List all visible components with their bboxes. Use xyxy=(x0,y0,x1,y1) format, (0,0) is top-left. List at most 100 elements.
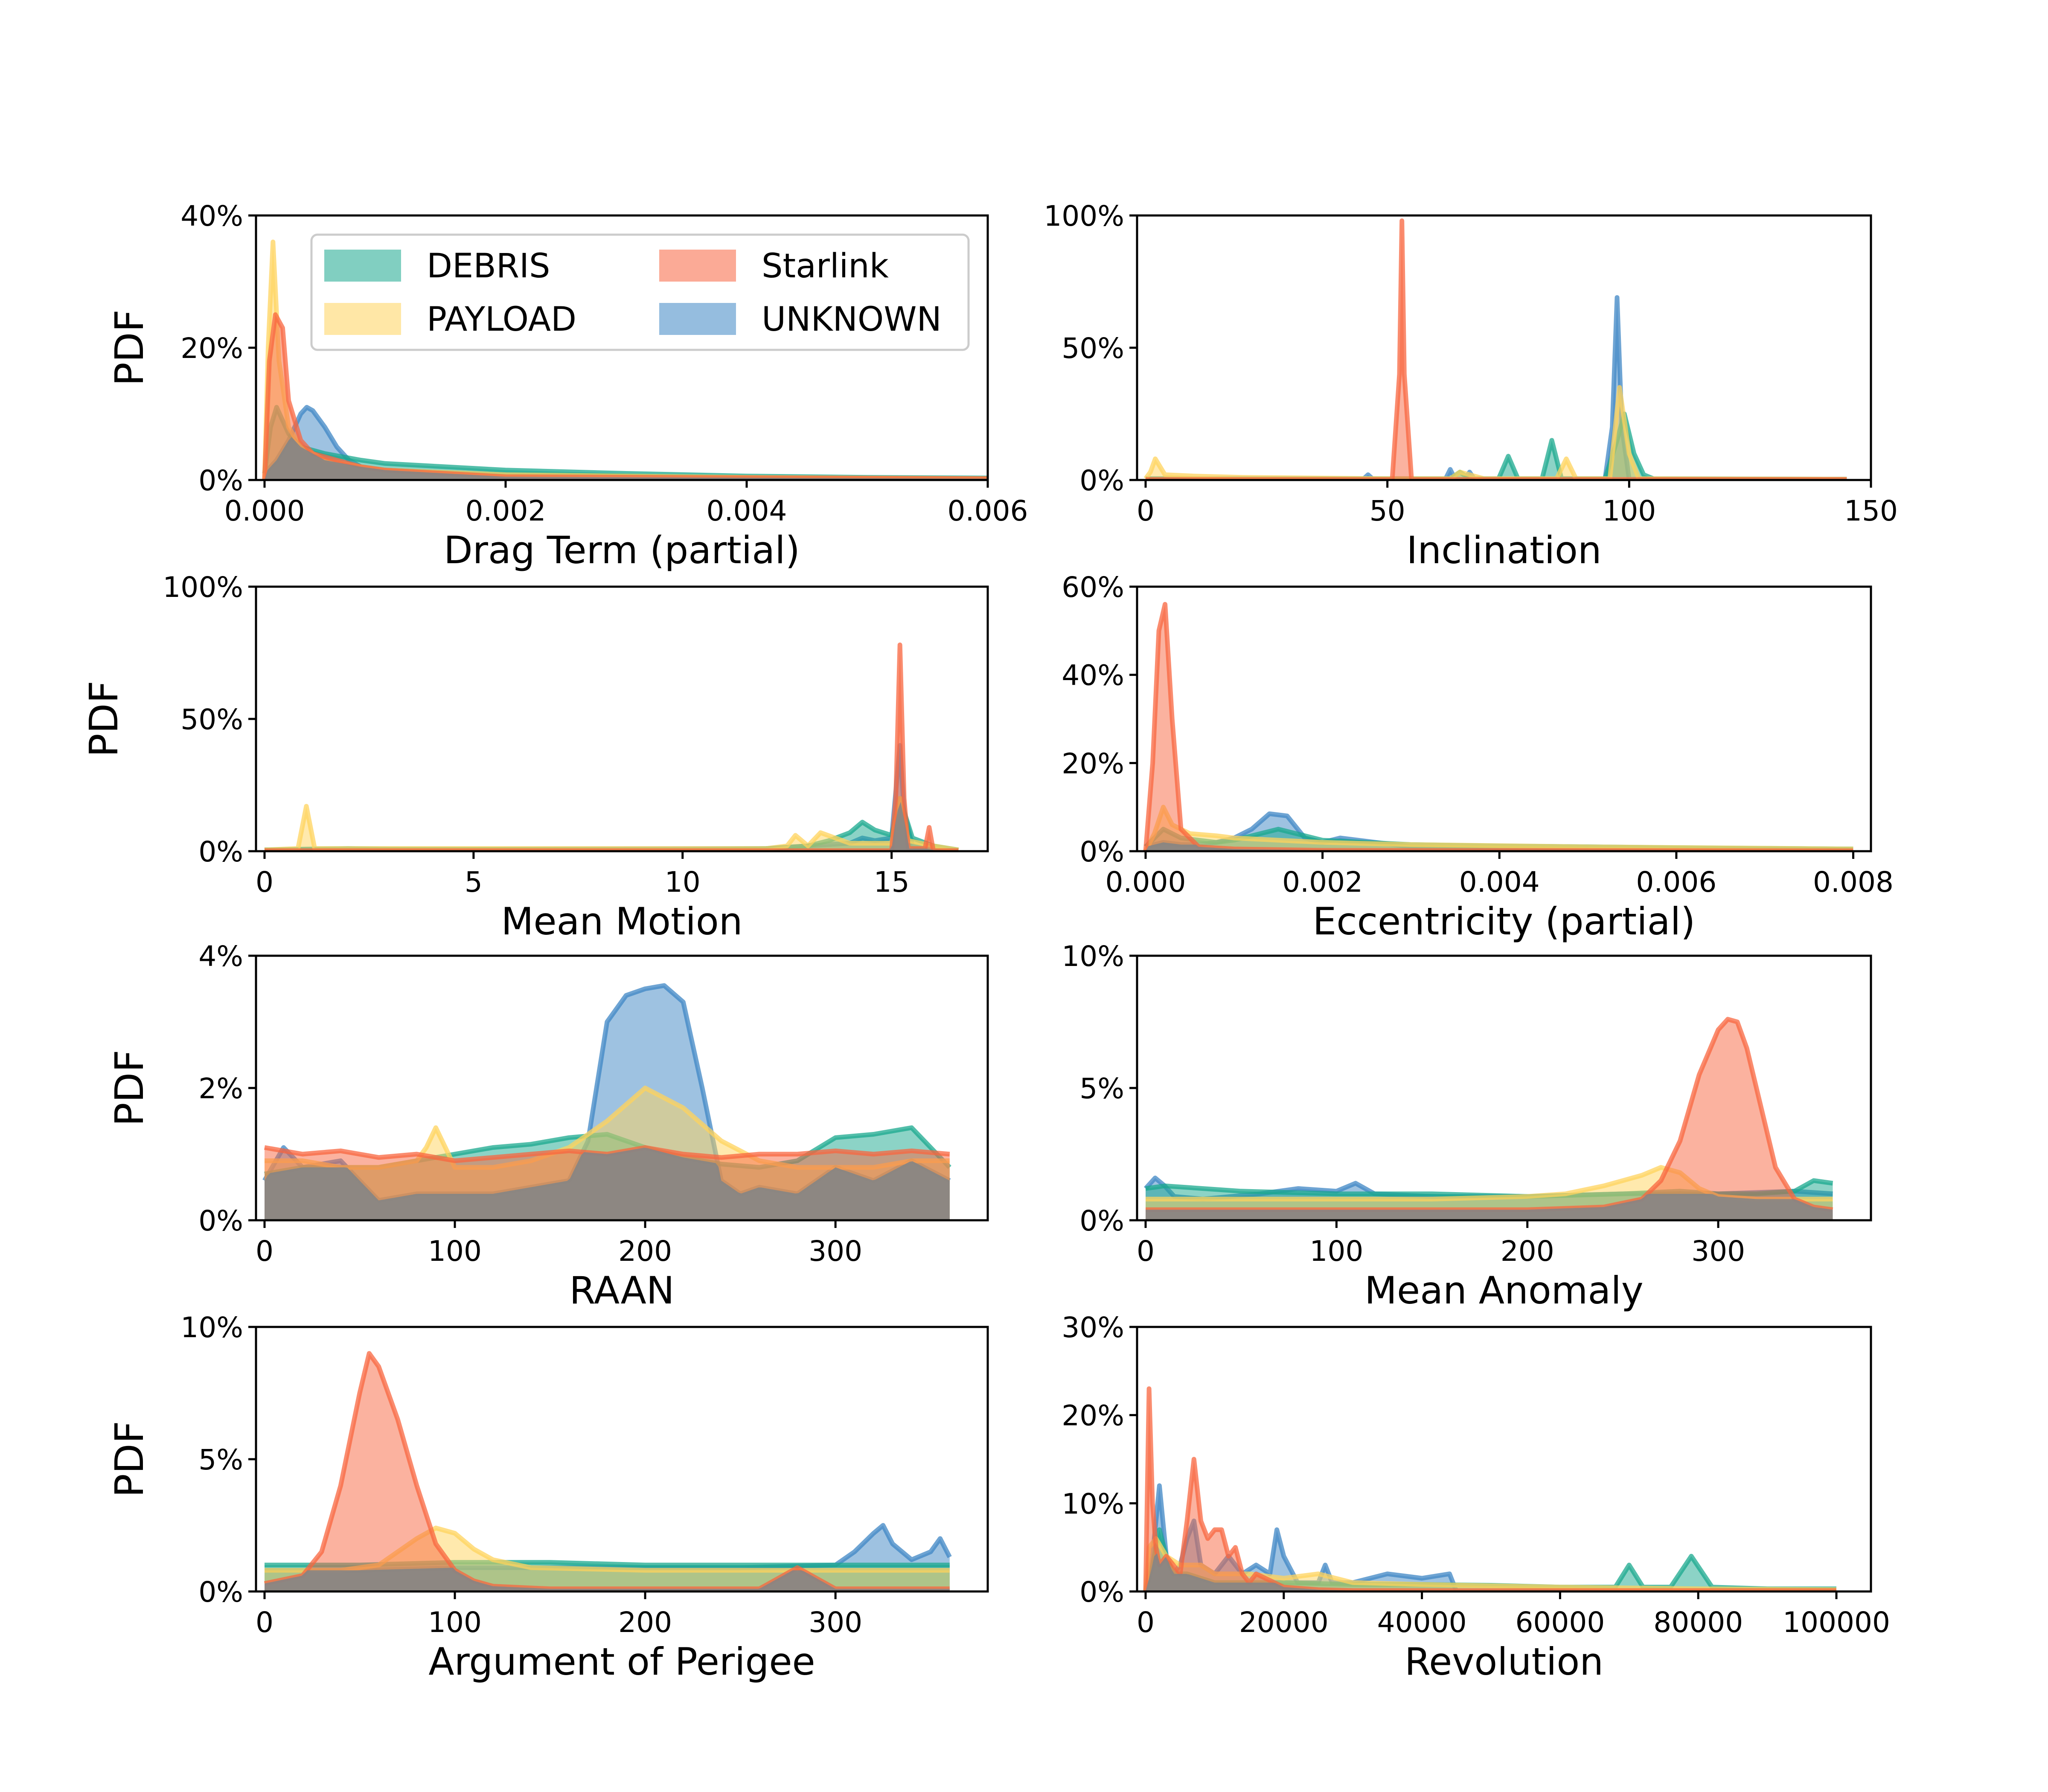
x-tick-label: 100 xyxy=(1309,1235,1363,1268)
legend: DEBRIS PAYLOAD Starlink UNKNOWN xyxy=(310,233,970,351)
subplot-5: 0% 2% 4% 0 100 200 300 RAAN PDF xyxy=(107,940,989,1312)
axes-frame xyxy=(1136,585,1872,852)
x-tick-label: 300 xyxy=(1691,1235,1745,1268)
x-tick-label: 0.000 xyxy=(1105,866,1186,899)
y-tick-label: 10% xyxy=(1062,940,1124,973)
series-line-starlink xyxy=(1146,218,1847,480)
x-axis-label: Mean Anomaly xyxy=(1364,1268,1644,1312)
x-tick-label: 100000 xyxy=(1783,1606,1890,1639)
series-area-starlink xyxy=(1146,604,1853,851)
series-line-starlink xyxy=(1143,1386,1836,1591)
series-line-debris xyxy=(1146,411,1847,480)
x-tick-label: 150 xyxy=(1844,495,1898,527)
x-tick-label: 200 xyxy=(618,1606,672,1639)
x-tick-label: 0 xyxy=(1137,1235,1155,1268)
x-tick-label: 0 xyxy=(256,1606,273,1639)
series-line-starlink xyxy=(265,642,959,851)
x-tick-label: 0.002 xyxy=(1282,866,1363,899)
overlap-area xyxy=(1146,1194,1833,1220)
x-tick-label: 60000 xyxy=(1515,1606,1605,1639)
plot-area xyxy=(264,642,959,851)
x-axis-label: RAAN xyxy=(569,1268,674,1312)
plot-area xyxy=(262,239,988,480)
y-tick-label: 0% xyxy=(1079,1576,1124,1609)
plot-area xyxy=(1143,218,1847,480)
legend-label-debris: DEBRIS xyxy=(427,247,550,285)
y-tick-label: 10% xyxy=(1062,1487,1124,1520)
y-tick-label: 30% xyxy=(1062,1311,1124,1344)
overlap-area xyxy=(1146,1553,1837,1591)
x-tick-label: 80000 xyxy=(1653,1606,1743,1639)
x-tick-label: 5 xyxy=(465,866,483,899)
y-tick-label: 0% xyxy=(1079,1204,1124,1237)
y-tick-label: 0% xyxy=(198,464,243,497)
legend-swatch-payload xyxy=(324,303,401,335)
y-tick-label: 10% xyxy=(180,1311,243,1344)
subplot-4: 0% 20% 40% 60% 0.000 0.002 0.004 0.006 0.008 Ecce… xyxy=(1062,571,1894,943)
series-line-payload xyxy=(1143,1536,1837,1591)
x-tick-label: 0.000 xyxy=(224,495,305,527)
y-tick-label: 50% xyxy=(1062,332,1124,365)
series-line-payload xyxy=(1143,385,1847,480)
series-area-unknown xyxy=(265,985,950,1220)
y-tick-label: 0% xyxy=(1079,835,1124,868)
plot-area xyxy=(1143,1017,1833,1220)
overlap-area xyxy=(265,1568,950,1591)
y-tick-label: 0% xyxy=(198,835,243,868)
y-tick-label: 20% xyxy=(1062,747,1124,780)
legend-swatch-starlink xyxy=(659,250,736,282)
x-tick-label: 200 xyxy=(1501,1235,1554,1268)
subplot-2: 0% 50% 100% 0 50 100 150 Inclination xyxy=(1044,200,1898,572)
series-area-debris xyxy=(1146,414,1847,480)
subplot-8: 0% 10% 20% 30% 0 20000 40000 60000 80000 100000 Re… xyxy=(1062,1311,1890,1684)
legend-label-payload: PAYLOAD xyxy=(427,300,576,339)
subplot-1: 0% 20% 40% 0.000 0.002 0.004 0.006 Drag Term (p… xyxy=(107,200,1028,572)
plot-area xyxy=(1143,602,1853,851)
x-tick-label: 40000 xyxy=(1377,1606,1467,1639)
x-tick-label: 0 xyxy=(256,1235,273,1268)
subplot-6: 0% 5% 10% 0 100 200 300 Mean Anomaly xyxy=(1062,940,1872,1312)
legend-swatch-debris xyxy=(324,250,401,282)
series-area-starlink xyxy=(265,1353,950,1591)
x-tick-label: 0 xyxy=(1137,1606,1155,1639)
legend-swatch-unknown xyxy=(659,303,736,335)
x-tick-label: 0.006 xyxy=(948,495,1028,527)
series-area-payload xyxy=(265,798,959,851)
legend-label-unknown: UNKNOWN xyxy=(762,300,942,339)
x-tick-label: 0 xyxy=(1137,495,1155,527)
x-tick-label: 300 xyxy=(809,1606,862,1639)
y-tick-label: 5% xyxy=(198,1443,243,1476)
y-tick-label: 20% xyxy=(1062,1399,1124,1432)
overlap-area xyxy=(265,1147,950,1220)
x-tick-label: 100 xyxy=(428,1235,482,1268)
x-axis-label: Revolution xyxy=(1405,1640,1603,1684)
x-tick-label: 100 xyxy=(428,1606,482,1639)
plot-area xyxy=(264,1351,952,1591)
y-axis-label: PDF xyxy=(107,1421,152,1497)
series-area-payload xyxy=(1146,1539,1836,1591)
x-tick-label: 0.002 xyxy=(465,495,546,527)
series-line-payload xyxy=(264,796,959,851)
x-tick-label: 200 xyxy=(618,1235,672,1268)
x-tick-label: 0.004 xyxy=(707,495,787,527)
x-tick-label: 50 xyxy=(1370,495,1405,527)
plot-area xyxy=(262,983,951,1220)
y-tick-label: 100% xyxy=(163,571,243,604)
y-tick-label: 0% xyxy=(1079,464,1124,497)
y-tick-label: 40% xyxy=(1062,659,1124,692)
y-tick-label: 0% xyxy=(198,1576,243,1609)
legend-label-starlink: Starlink xyxy=(762,247,889,285)
series-area-unknown xyxy=(1146,297,1847,480)
x-axis-label: Inclination xyxy=(1406,528,1601,572)
series-area-payload xyxy=(1146,387,1847,480)
x-axis-label: Argument of Perigee xyxy=(428,1640,815,1684)
x-tick-label: 0.006 xyxy=(1636,866,1716,899)
y-tick-label: 40% xyxy=(180,200,243,233)
plot-area xyxy=(1143,1386,1837,1591)
overlap-area xyxy=(265,437,988,480)
x-axis-label: Eccentricity (partial) xyxy=(1313,899,1696,943)
y-tick-label: 2% xyxy=(198,1072,243,1105)
x-tick-label: 10 xyxy=(665,866,701,899)
x-tick-label: 0.008 xyxy=(1813,866,1894,899)
